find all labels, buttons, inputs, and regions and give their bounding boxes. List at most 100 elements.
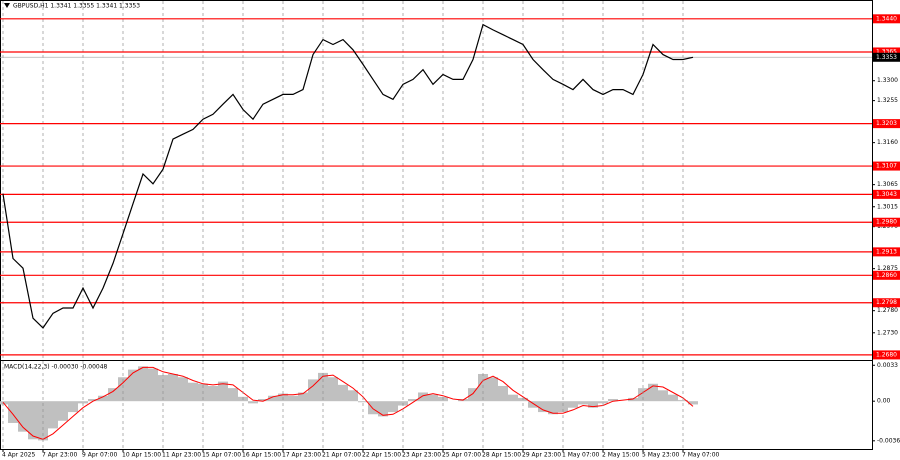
macd-bar: [78, 401, 88, 404]
macd-bar: [258, 399, 268, 402]
macd-bar: [98, 395, 108, 402]
macd-bar: [678, 400, 688, 402]
macd-bar: [598, 401, 608, 404]
level-label: 1.2913: [876, 248, 897, 255]
x-tick-label: 25 Apr 07:00: [442, 452, 481, 459]
macd-bar: [668, 394, 678, 402]
macd-bar: [648, 383, 658, 402]
macd-bar: [348, 390, 358, 402]
level-label-box: [873, 47, 900, 57]
macd-bar: [158, 375, 168, 402]
macd-bar: [588, 401, 598, 408]
macd-bar: [548, 401, 558, 415]
macd-bar: [108, 388, 118, 402]
chart-title: GBPUSD,H1 1.3341 1.3355 1.3341 1.3353: [13, 3, 140, 10]
macd-bar: [168, 373, 178, 402]
macd-bar: [368, 401, 378, 415]
y-tick-label: 1.3300: [877, 77, 898, 84]
x-tick-label: 7 May 07:00: [682, 452, 720, 459]
x-tick-label: 21 Apr 07:00: [322, 452, 361, 459]
x-tick-label: 4 Apr 2025: [2, 452, 35, 459]
macd-bar: [38, 401, 48, 441]
y-tick-label: 1.3015: [877, 203, 898, 210]
level-label: 1.3107: [876, 163, 897, 170]
macd-bar: [538, 401, 548, 413]
macd-bar: [568, 401, 578, 408]
macd-bar: [128, 369, 138, 402]
price-line: [2, 23, 694, 329]
macd-bar: [88, 399, 98, 402]
current-price-label: 1.3353: [876, 54, 897, 61]
macd-bar: [148, 368, 158, 402]
y-tick-label: 1.2875: [877, 265, 898, 272]
macd-bar: [228, 388, 238, 402]
macd-bar: [338, 384, 348, 402]
macd-bar: [208, 385, 218, 402]
y-tick-label: 1.2780: [877, 307, 898, 314]
macd-bar: [268, 395, 278, 402]
macd-bar: [638, 388, 648, 402]
level-label: 1.2798: [876, 299, 897, 306]
x-tick-label: 29 Apr 23:00: [522, 452, 561, 459]
level-label: 1.3440: [876, 15, 897, 22]
macd-bar: [388, 401, 398, 413]
level-label-box: [873, 298, 900, 308]
macd-bar: [138, 366, 148, 402]
macd-bar: [508, 394, 518, 402]
macd-bar: [488, 377, 498, 402]
macd-bar: [118, 377, 128, 402]
x-tick-label: 5 May 23:00: [642, 452, 680, 459]
level-label: 1.2980: [876, 219, 897, 226]
level-label-box: [873, 161, 900, 171]
y-tick-label: 1.3065: [877, 181, 898, 188]
y-tick-label: 0.0033: [877, 362, 898, 369]
level-label-box: [873, 217, 900, 227]
macd-bar: [8, 401, 18, 423]
macd-bar: [418, 392, 428, 402]
x-tick-label: 28 Apr 15:00: [482, 452, 521, 459]
macd-bar: [658, 390, 668, 402]
symbol-icon: [4, 3, 10, 8]
macd-bar: [218, 381, 228, 402]
x-tick-label: 7 Apr 23:00: [42, 452, 77, 459]
x-tick-label: 10 Apr 15:00: [122, 452, 161, 459]
x-tick-label: 16 Apr 15:00: [242, 452, 281, 459]
macd-bar: [68, 401, 78, 413]
current-price-box: [873, 52, 900, 62]
macd-bar: [628, 397, 638, 402]
x-tick-label: 15 Apr 07:00: [202, 452, 241, 459]
y-tick-label: 0.00: [877, 398, 891, 405]
x-tick-label: 9 Apr 07:00: [82, 452, 117, 459]
macd-bar: [188, 382, 198, 402]
macd-bar: [578, 401, 588, 405]
macd-title: MACD(14,22,3) -0.00030 -0.00048: [4, 364, 108, 371]
x-tick-label: 23 Apr 23:00: [402, 452, 441, 459]
macd-bar: [408, 399, 418, 402]
x-tick-label: 2 May 15:00: [602, 452, 640, 459]
y-tick-label: 1.3160: [877, 139, 898, 146]
level-label-box: [873, 14, 900, 24]
macd-bar: [328, 377, 338, 402]
macd-bar: [28, 401, 38, 440]
macd-bar: [468, 388, 478, 402]
macd-bar: [248, 401, 258, 404]
level-label: 1.3043: [876, 191, 897, 198]
level-label-box: [873, 270, 900, 280]
y-tick-label: 1.2730: [877, 329, 898, 336]
macd-bar: [688, 401, 698, 405]
macd-bar: [378, 401, 388, 417]
level-label-box: [873, 189, 900, 199]
macd-bar: [58, 401, 68, 421]
macd-bar: [288, 395, 298, 402]
macd-bar: [428, 394, 438, 402]
x-tick-label: 22 Apr 15:00: [362, 452, 401, 459]
level-label: 1.2860: [876, 272, 897, 279]
level-label: 1.2680: [876, 351, 897, 358]
macd-bar: [528, 401, 538, 408]
signal-line: [2, 366, 694, 440]
y-tick-label: 1.3255: [877, 97, 898, 104]
level-label: 1.3365: [876, 48, 897, 55]
level-label-box: [873, 119, 900, 129]
